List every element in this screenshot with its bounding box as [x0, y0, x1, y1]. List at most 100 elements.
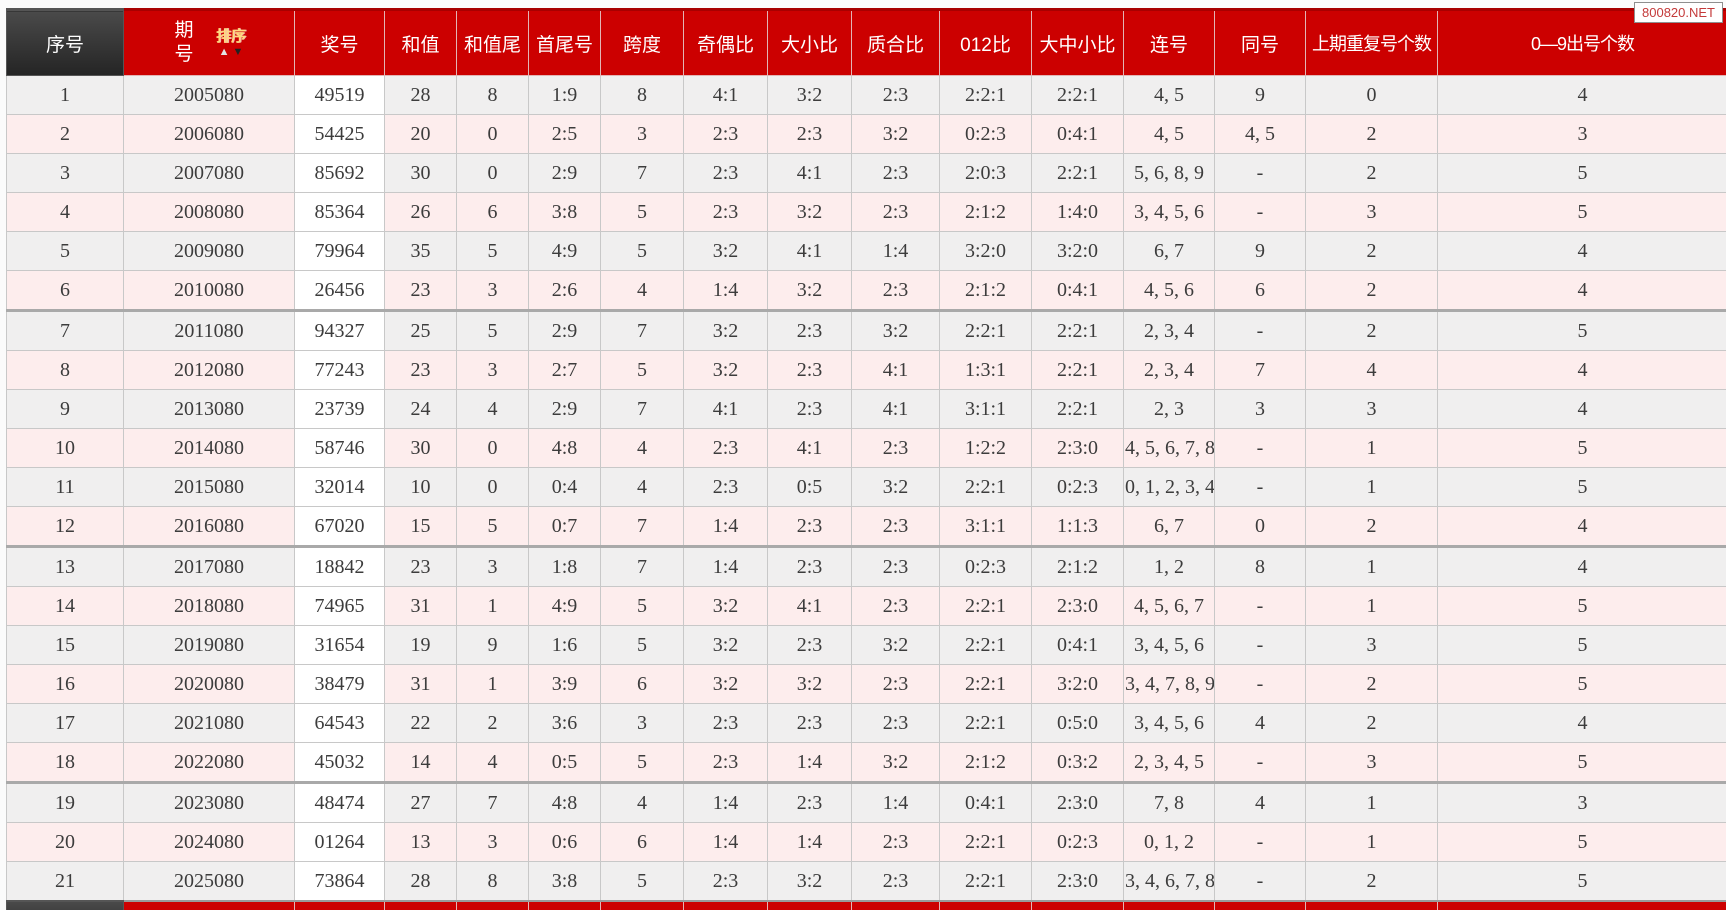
cell-ratio-012: 0:2:3 [939, 114, 1032, 154]
cell-span: 8 [600, 75, 684, 115]
cell-repeat-prev: 1 [1305, 822, 1438, 862]
cell-big-mid-small: 1:4:0 [1031, 192, 1124, 232]
cell-number: 77243 [294, 350, 385, 390]
cell-prime-composite: 2:3 [851, 664, 940, 704]
cell-same: - [1214, 664, 1306, 704]
cell-same: - [1214, 625, 1306, 665]
cell-number: 79964 [294, 231, 385, 271]
sort-label[interactable]: 排序 [215, 27, 246, 45]
cell-prime-composite: 4:1 [851, 389, 940, 429]
cell-seq: 8 [6, 350, 124, 390]
footer-first-last: 首尾号 [528, 900, 601, 910]
cell-odd-even: 1:4 [683, 506, 768, 548]
table-row: 3 2007080 85692 30 0 2:9 7 2:3 4:1 2:3 2:0:3 2:2:1 5… [6, 153, 1726, 193]
cell-sum-tail: 4 [456, 742, 529, 784]
cell-digit-count: 4 [1437, 270, 1726, 312]
cell-digit-count: 4 [1437, 703, 1726, 743]
cell-span: 5 [600, 742, 684, 784]
cell-consecutive: 4, 5, 6, 7, 8 [1123, 428, 1215, 468]
sort-ascending-icon[interactable]: ▲ [218, 45, 230, 58]
cell-sum-tail: 3 [456, 350, 529, 390]
cell-issue: 2023080 [123, 782, 295, 823]
cell-span: 5 [600, 586, 684, 626]
cell-span: 7 [600, 546, 684, 587]
cell-consecutive: 2, 3, 4 [1123, 350, 1215, 390]
cell-big-small: 3:2 [767, 192, 852, 232]
cell-same: 7 [1214, 350, 1306, 390]
cell-digit-count: 5 [1437, 153, 1726, 193]
cell-ratio-012: 1:2:2 [939, 428, 1032, 468]
cell-sum: 31 [384, 664, 457, 704]
footer-repeat-prev: 上期重复号个数 [1305, 900, 1438, 910]
cell-number: 48474 [294, 782, 385, 823]
sort-arrows[interactable]: ▲ ▼ [218, 45, 244, 58]
cell-span: 7 [600, 389, 684, 429]
cell-sum: 26 [384, 192, 457, 232]
cell-odd-even: 3:2 [683, 586, 768, 626]
cell-ratio-012: 2:2:1 [939, 467, 1032, 507]
footer-digit-count: 0—9出号个数 [1437, 900, 1726, 910]
cell-big-small: 3:2 [767, 75, 852, 115]
cell-number: 94327 [294, 310, 385, 351]
cell-issue: 2019080 [123, 625, 295, 665]
cell-odd-even: 1:4 [683, 546, 768, 587]
cell-consecutive: 5, 6, 8, 9 [1123, 153, 1215, 193]
cell-big-mid-small: 0:4:1 [1031, 270, 1124, 312]
cell-repeat-prev: 3 [1305, 742, 1438, 784]
cell-issue: 2007080 [123, 153, 295, 193]
cell-seq: 16 [6, 664, 124, 704]
cell-first-last: 4:8 [528, 782, 601, 823]
header-same: 同号 [1214, 8, 1306, 76]
cell-same: 4, 5 [1214, 114, 1306, 154]
cell-seq: 21 [6, 861, 124, 902]
cell-prime-composite: 3:2 [851, 625, 940, 665]
cell-issue: 2015080 [123, 467, 295, 507]
cell-repeat-prev: 4 [1305, 350, 1438, 390]
header-first-last: 首尾号 [528, 8, 601, 76]
footer-span: 跨度 [600, 900, 684, 910]
cell-big-small: 4:1 [767, 231, 852, 271]
cell-seq: 19 [6, 782, 124, 823]
cell-odd-even: 1:4 [683, 270, 768, 312]
cell-number: 85692 [294, 153, 385, 193]
cell-sum: 28 [384, 75, 457, 115]
cell-sum-tail: 8 [456, 75, 529, 115]
sort-descending-icon[interactable]: ▼ [232, 45, 244, 58]
cell-ratio-012: 0:4:1 [939, 782, 1032, 823]
cell-span: 4 [600, 428, 684, 468]
cell-number: 32014 [294, 467, 385, 507]
header-012-ratio: 012比 [939, 8, 1032, 76]
cell-issue: 2005080 [123, 75, 295, 115]
cell-first-last: 1:8 [528, 546, 601, 587]
cell-big-mid-small: 3:2:0 [1031, 231, 1124, 271]
cell-issue: 2025080 [123, 861, 295, 902]
cell-big-small: 2:3 [767, 625, 852, 665]
cell-first-last: 4:9 [528, 231, 601, 271]
cell-number: 54425 [294, 114, 385, 154]
cell-repeat-prev: 3 [1305, 192, 1438, 232]
cell-span: 4 [600, 467, 684, 507]
table-row: 11 2015080 32014 10 0 0:4 4 2:3 0:5 3:2 2:2:1 0:2:3… [6, 467, 1726, 507]
cell-prime-composite: 2:3 [851, 506, 940, 548]
cell-ratio-012: 2:2:1 [939, 625, 1032, 665]
footer-odd-even: 奇偶比 [683, 900, 768, 910]
cell-odd-even: 3:2 [683, 664, 768, 704]
cell-sum: 25 [384, 310, 457, 351]
table-header-row: 序号 期号 排序 ▲ ▼ 奖号 和值 和值尾 首尾号 跨度 奇偶比 大小比 [6, 8, 1726, 76]
cell-ratio-012: 2:2:1 [939, 586, 1032, 626]
cell-digit-count: 5 [1437, 664, 1726, 704]
cell-big-mid-small: 0:2:3 [1031, 467, 1124, 507]
cell-ratio-012: 2:0:3 [939, 153, 1032, 193]
cell-same: 9 [1214, 75, 1306, 115]
cell-prime-composite: 3:2 [851, 114, 940, 154]
cell-repeat-prev: 3 [1305, 389, 1438, 429]
cell-issue: 2008080 [123, 192, 295, 232]
cell-repeat-prev: 2 [1305, 231, 1438, 271]
cell-number: 49519 [294, 75, 385, 115]
cell-sum: 23 [384, 350, 457, 390]
cell-digit-count: 4 [1437, 75, 1726, 115]
cell-sum: 35 [384, 231, 457, 271]
cell-repeat-prev: 1 [1305, 467, 1438, 507]
cell-sum-tail: 3 [456, 546, 529, 587]
sort-control[interactable]: 排序 ▲ ▼ [216, 29, 246, 58]
